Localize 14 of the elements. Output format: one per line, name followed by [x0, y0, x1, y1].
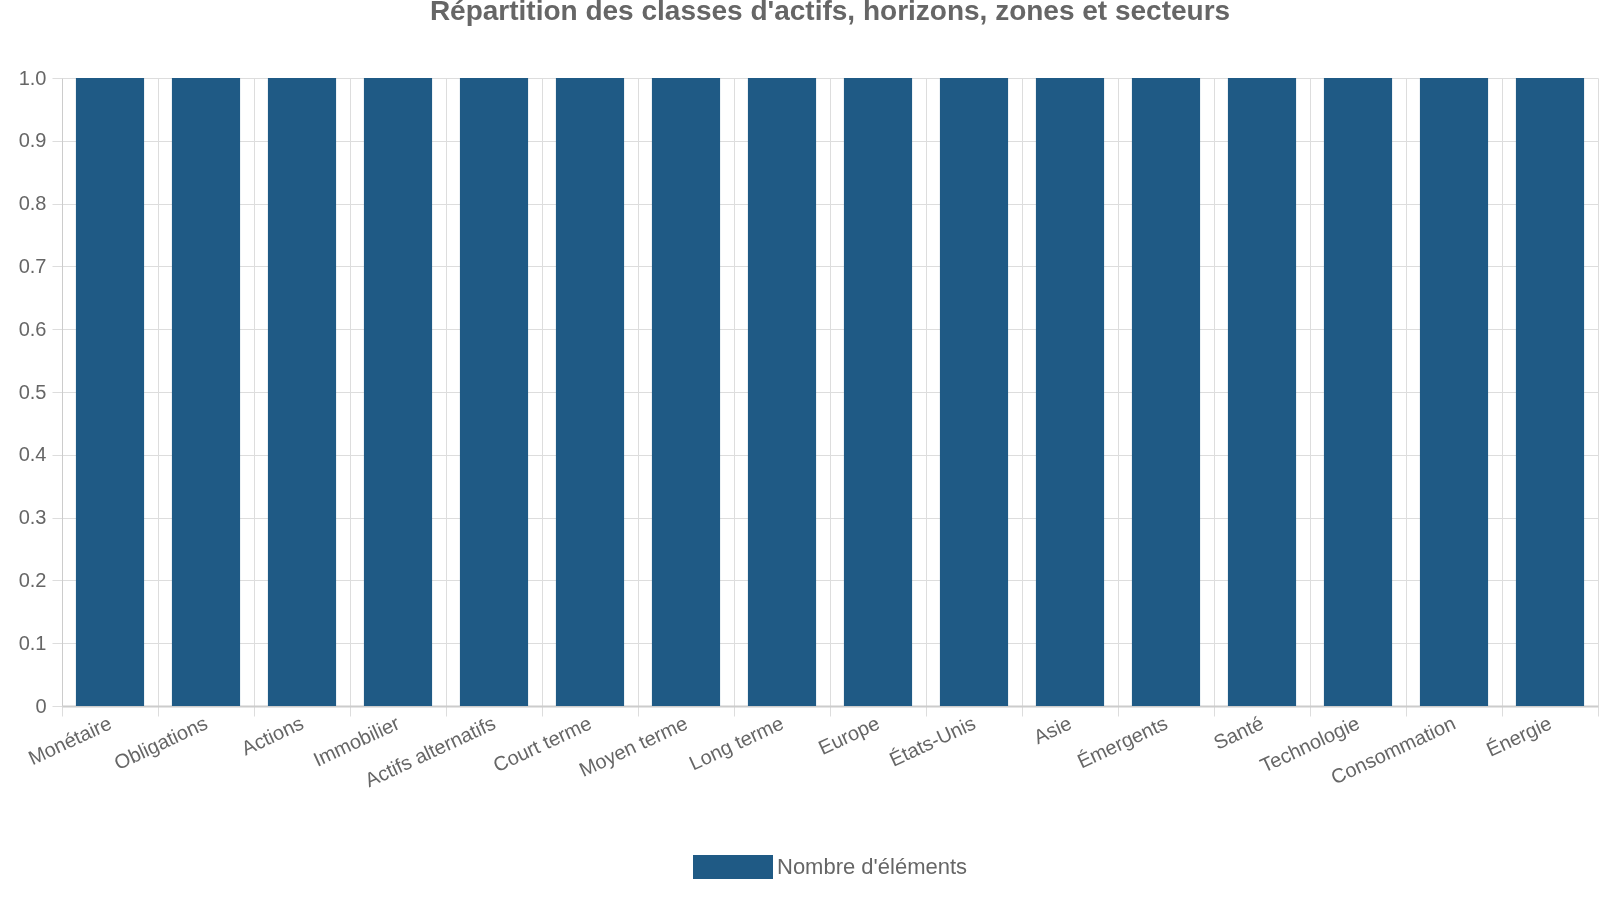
x-tick-label: Asie [1030, 711, 1075, 749]
y-tick-label: 0.7 [18, 254, 47, 277]
y-tick-label: 0.5 [18, 380, 47, 403]
y-tick-label: 0.1 [18, 631, 47, 654]
y-tick-label: 0.4 [18, 443, 47, 466]
y-tick-label: 0.8 [18, 192, 47, 215]
y-tick-label: 0.6 [18, 317, 47, 340]
y-tick-label: 0.3 [18, 506, 47, 529]
y-tick-label: 0 [35, 694, 47, 717]
legend-label: Nombre d'éléments [777, 854, 968, 879]
y-tick-label: 0.9 [18, 129, 47, 152]
y-tick-label: 0.2 [18, 568, 47, 591]
chart-title: Répartition des classes d'actifs, horizons, zones et secteurs [429, 0, 1231, 26]
y-tick-label: 1.0 [18, 66, 47, 89]
